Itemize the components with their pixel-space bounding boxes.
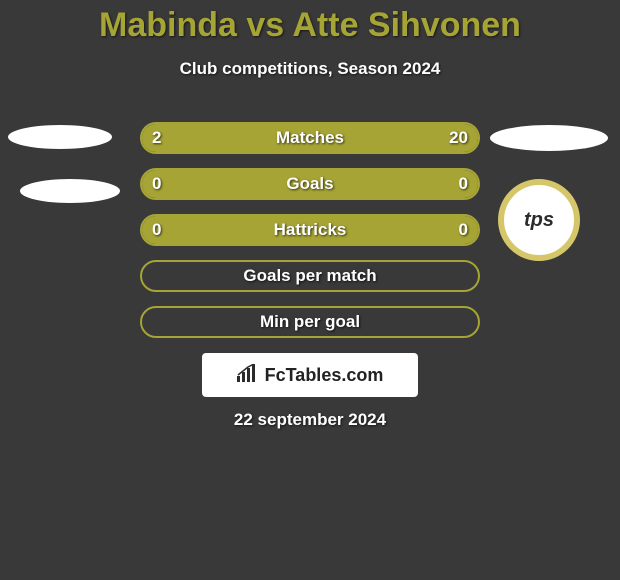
right-team-oval-top — [490, 125, 608, 151]
page-title: Mabinda vs Atte Sihvonen — [0, 0, 620, 45]
stat-value-right: 0 — [459, 170, 468, 198]
stat-row: Hattricks0 0 — [140, 214, 480, 246]
left-team-oval-1 — [8, 125, 112, 149]
subtitle: Club competitions, Season 2024 — [0, 59, 620, 79]
stat-value-left: 2 — [152, 124, 161, 152]
stat-value-left: 0 — [152, 216, 161, 244]
stat-label: Min per goal — [142, 308, 478, 336]
attribution-text: FcTables.com — [265, 365, 384, 386]
stat-value-left: 0 — [152, 170, 161, 198]
stats-region: Matches220Goals00Hattricks00Goals per ma… — [140, 122, 480, 352]
stat-label: Matches — [142, 124, 478, 152]
attribution-box: FcTables.com — [202, 353, 418, 397]
stat-row: Goals0 0 — [140, 168, 480, 200]
stat-value-right: 0 — [459, 216, 468, 244]
stat-label: Hattricks — [142, 216, 478, 244]
stat-row: Matches2 20 — [140, 122, 480, 154]
right-team-badge: tps — [498, 179, 580, 261]
stat-row: Min per goal — [140, 306, 480, 338]
chart-icon — [237, 364, 259, 387]
stat-label: Goals — [142, 170, 478, 198]
stat-value-right: 20 — [449, 124, 468, 152]
left-team-oval-2 — [20, 179, 120, 203]
right-team-badge-text: tps — [524, 209, 554, 232]
stat-label: Goals per match — [142, 262, 478, 290]
stat-row: Goals per match — [140, 260, 480, 292]
date-text: 22 september 2024 — [0, 410, 620, 430]
